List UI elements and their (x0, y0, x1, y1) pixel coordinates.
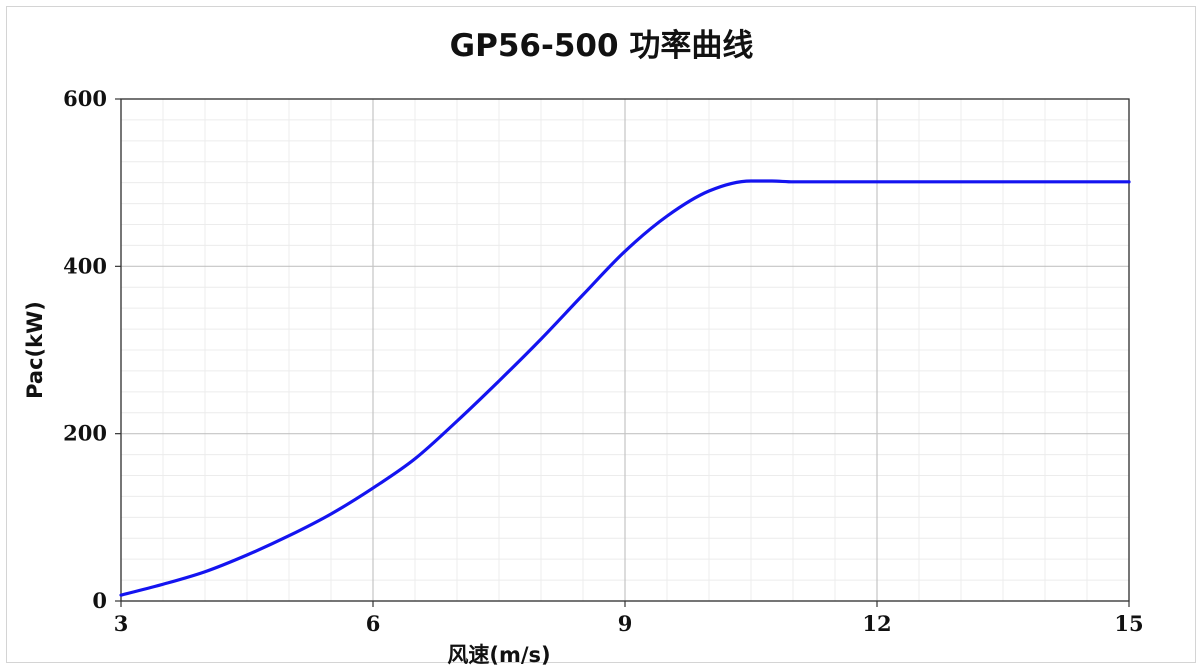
x-tick-label: 9 (618, 611, 633, 636)
power-curve-line (119, 179, 1131, 597)
y-axis-ticks: 0 200 400 600 (63, 86, 121, 613)
chart-frame (6, 6, 1196, 663)
y-tick-label: 400 (63, 253, 107, 278)
chart-title: GP56-500 功率曲线 (449, 28, 754, 64)
x-tick-label: 3 (114, 611, 129, 636)
y-tick-label: 0 (92, 588, 107, 613)
y-axis-label: Pac(kW) (23, 301, 47, 399)
x-tick-label: 6 (366, 611, 381, 636)
x-tick-label: 15 (1114, 611, 1143, 636)
x-axis-ticks: 3 6 9 12 15 (114, 601, 1144, 636)
y-tick-label: 600 (63, 86, 107, 111)
x-axis-label: 风速(m/s) (447, 643, 550, 667)
y-tick-label: 200 (63, 421, 107, 446)
series-layer (119, 179, 1131, 597)
x-tick-label: 12 (862, 611, 891, 636)
